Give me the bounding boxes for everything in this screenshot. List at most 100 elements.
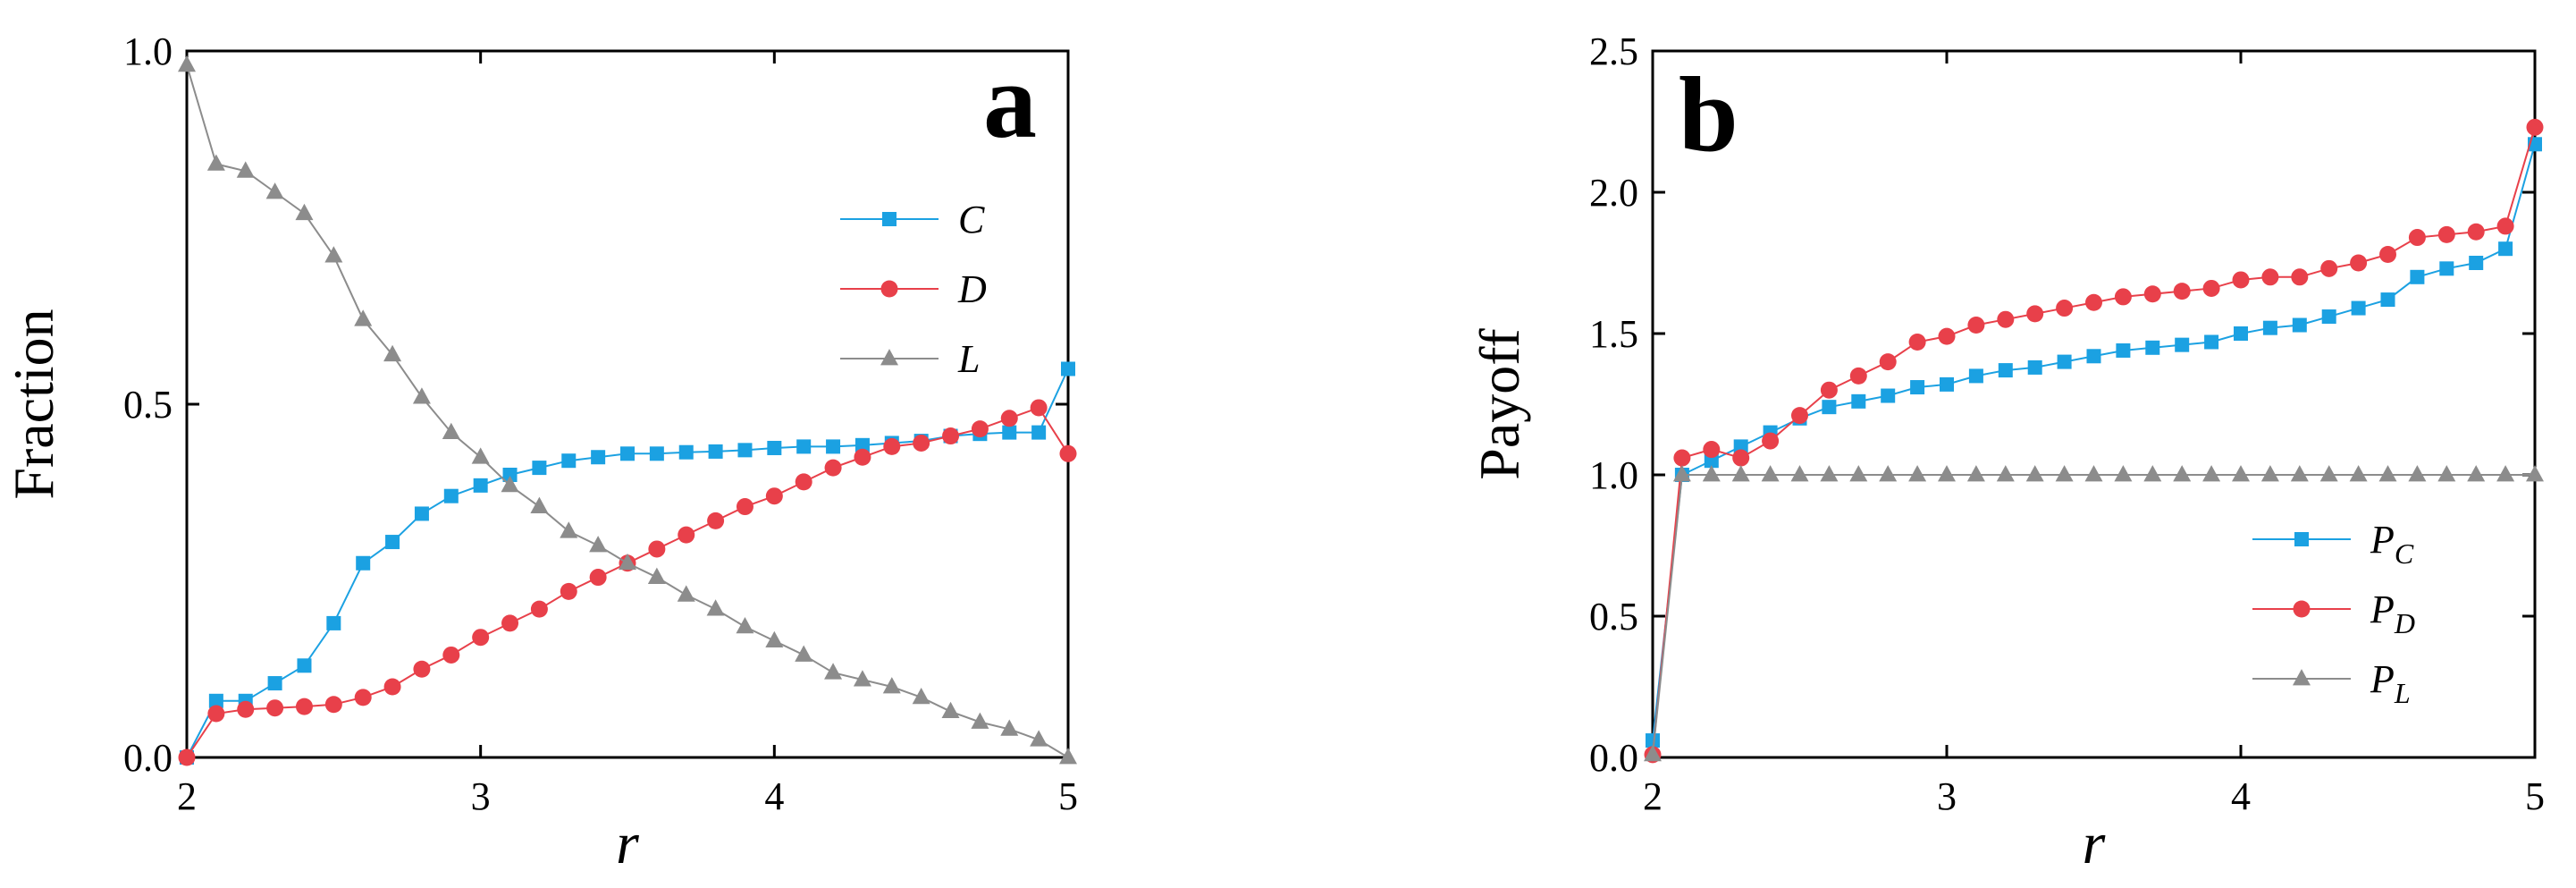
panel-b-payoff-chart: 2 3 4 5 0.0 0.5 1.0 1.5 2.0 2.5 r Payoff b PC PD PL <box>1468 30 2545 876</box>
data-point <box>1966 465 1985 482</box>
data-point <box>413 660 431 678</box>
data-point <box>2320 259 2338 277</box>
data-point <box>795 473 812 491</box>
series-P-D <box>1644 118 2544 764</box>
data-point <box>2232 271 2250 289</box>
data-point <box>2173 283 2191 300</box>
data-point <box>1030 399 1048 417</box>
data-point <box>765 630 784 648</box>
data-point <box>2026 305 2044 323</box>
data-point <box>356 555 371 571</box>
data-point <box>560 582 577 600</box>
data-point <box>2086 349 2101 364</box>
data-point <box>2291 268 2309 286</box>
data-point <box>2175 337 2190 352</box>
data-point <box>649 446 664 461</box>
x-tick-label: 4 <box>764 774 784 818</box>
series-P-C <box>1646 137 2542 748</box>
data-point <box>736 498 753 516</box>
y-tick-label: 0.0 <box>123 736 173 780</box>
data-point <box>2379 246 2396 264</box>
plot-frame <box>1651 49 2537 759</box>
series-P-L <box>1644 465 2544 762</box>
data-point <box>2351 300 2366 316</box>
data-point <box>1849 465 1868 482</box>
data-point <box>442 646 460 664</box>
data-point <box>1761 465 1780 482</box>
data-point <box>1703 441 1721 459</box>
data-point <box>1820 465 1839 482</box>
data-point <box>2467 465 2486 482</box>
data-point <box>1849 367 1867 385</box>
data-point <box>2496 465 2515 482</box>
legend-label: PC <box>2370 518 2414 570</box>
data-point <box>1968 368 1983 384</box>
data-point <box>1646 733 1660 748</box>
data-point <box>971 420 989 438</box>
data-point <box>2526 465 2544 482</box>
data-point <box>266 699 284 717</box>
data-point <box>678 526 695 544</box>
data-point <box>1908 333 1926 351</box>
data-point <box>620 446 635 461</box>
data-point <box>707 512 725 529</box>
x-tick-label: 5 <box>1058 774 1078 818</box>
data-point <box>265 182 284 199</box>
data-point <box>2234 326 2248 341</box>
data-point <box>1908 465 1927 482</box>
data-point <box>1910 380 1925 395</box>
data-point <box>589 536 608 553</box>
data-point <box>383 344 402 362</box>
data-point <box>1996 465 2015 482</box>
x-tick-label: 3 <box>471 774 491 818</box>
y-tick-label: 0.0 <box>1589 736 1638 780</box>
data-point <box>765 487 783 505</box>
plot-frame <box>185 49 1070 759</box>
data-point <box>1938 465 1956 482</box>
data-point <box>1820 381 1838 399</box>
legend-marker <box>882 212 897 226</box>
legend-subscript: C <box>2395 537 2414 570</box>
data-point <box>854 437 870 452</box>
data-point <box>2055 465 2074 482</box>
data-point <box>473 478 488 493</box>
data-point <box>795 645 813 662</box>
data-point <box>326 615 341 630</box>
data-point <box>2116 343 2131 358</box>
data-point <box>1644 744 1662 762</box>
data-point <box>2204 334 2219 350</box>
data-point <box>882 677 901 694</box>
data-point <box>1059 748 1077 765</box>
series-line <box>1652 144 2536 741</box>
data-point <box>2143 285 2161 303</box>
data-point <box>2085 293 2102 311</box>
data-point <box>824 663 843 680</box>
data-point <box>706 599 725 616</box>
data-point <box>826 439 841 454</box>
data-point <box>237 700 255 718</box>
series-L <box>178 55 1077 765</box>
data-point <box>647 567 666 584</box>
data-point <box>1704 453 1719 469</box>
data-point <box>502 468 518 482</box>
data-point <box>2408 465 2427 482</box>
data-point <box>530 496 549 513</box>
data-point <box>354 689 372 706</box>
legend-marker <box>2294 532 2309 546</box>
data-point <box>736 616 754 634</box>
data-point <box>2202 279 2220 297</box>
data-point <box>354 309 373 326</box>
data-point <box>1732 449 1750 467</box>
data-point <box>2084 465 2103 482</box>
series-line <box>1652 127 2536 755</box>
y-tick-label: 1.5 <box>1589 312 1638 356</box>
x-axis-title: r <box>2083 811 2106 876</box>
legend-marker <box>880 349 898 366</box>
data-point <box>1881 388 1896 403</box>
data-point <box>648 540 666 558</box>
legend: PC PD PL <box>2252 518 2415 709</box>
data-point <box>1731 465 1750 482</box>
data-point <box>2114 465 2133 482</box>
